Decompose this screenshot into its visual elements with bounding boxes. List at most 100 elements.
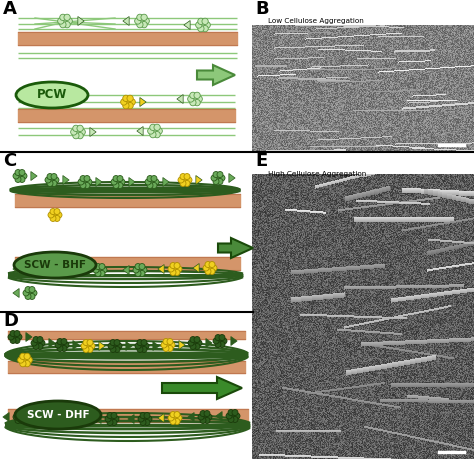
Circle shape	[50, 215, 56, 221]
Circle shape	[140, 413, 146, 419]
Circle shape	[144, 420, 150, 425]
Circle shape	[29, 293, 35, 299]
Circle shape	[205, 262, 211, 268]
Circle shape	[168, 415, 174, 421]
Circle shape	[137, 267, 143, 273]
Circle shape	[161, 342, 167, 348]
Polygon shape	[231, 336, 237, 346]
Circle shape	[14, 330, 20, 336]
Circle shape	[51, 180, 57, 186]
Circle shape	[12, 334, 18, 340]
Circle shape	[141, 347, 147, 353]
FancyArrow shape	[197, 65, 235, 85]
Circle shape	[139, 270, 145, 276]
Circle shape	[194, 100, 200, 106]
Circle shape	[184, 174, 190, 179]
Polygon shape	[90, 128, 96, 136]
Circle shape	[105, 416, 111, 422]
Circle shape	[168, 266, 174, 272]
Circle shape	[174, 263, 180, 269]
Circle shape	[112, 343, 118, 349]
Circle shape	[190, 92, 196, 99]
Circle shape	[205, 269, 211, 274]
Circle shape	[82, 179, 88, 185]
Circle shape	[19, 410, 25, 416]
Polygon shape	[163, 178, 169, 186]
Circle shape	[47, 174, 53, 179]
Circle shape	[101, 267, 107, 273]
Circle shape	[33, 99, 39, 105]
Circle shape	[56, 212, 62, 218]
Circle shape	[178, 177, 184, 183]
Circle shape	[17, 414, 23, 420]
Circle shape	[29, 263, 35, 269]
FancyArrow shape	[162, 377, 242, 399]
Circle shape	[37, 343, 43, 349]
Circle shape	[113, 416, 119, 422]
Polygon shape	[158, 414, 164, 422]
Circle shape	[115, 179, 121, 185]
Circle shape	[75, 129, 81, 135]
Polygon shape	[206, 338, 212, 347]
Circle shape	[139, 263, 145, 269]
Polygon shape	[13, 264, 19, 274]
Circle shape	[188, 96, 194, 102]
Polygon shape	[140, 97, 146, 106]
Circle shape	[59, 342, 65, 348]
Circle shape	[202, 26, 208, 32]
Circle shape	[99, 270, 105, 276]
Circle shape	[35, 340, 41, 346]
Circle shape	[213, 338, 219, 344]
Circle shape	[153, 179, 159, 185]
Circle shape	[213, 179, 219, 185]
Circle shape	[209, 262, 215, 268]
Circle shape	[39, 340, 45, 346]
Circle shape	[114, 340, 120, 346]
Text: E: E	[255, 152, 267, 170]
Circle shape	[170, 263, 176, 269]
Circle shape	[232, 409, 238, 415]
Circle shape	[114, 347, 120, 353]
Circle shape	[125, 99, 131, 105]
Circle shape	[77, 133, 83, 139]
Circle shape	[176, 415, 182, 421]
Circle shape	[219, 341, 225, 347]
Circle shape	[138, 416, 144, 422]
Circle shape	[198, 18, 204, 24]
Circle shape	[110, 340, 116, 346]
Circle shape	[228, 409, 234, 415]
Circle shape	[203, 265, 209, 271]
Circle shape	[135, 263, 141, 269]
Polygon shape	[78, 17, 84, 26]
Circle shape	[23, 266, 29, 272]
Circle shape	[83, 347, 89, 353]
Polygon shape	[13, 289, 19, 297]
Circle shape	[196, 22, 202, 28]
Polygon shape	[99, 341, 105, 351]
Circle shape	[25, 263, 31, 269]
Circle shape	[79, 413, 85, 419]
Circle shape	[192, 340, 198, 346]
Circle shape	[190, 100, 196, 106]
Polygon shape	[63, 175, 69, 185]
Circle shape	[194, 343, 200, 349]
Circle shape	[22, 357, 28, 363]
Circle shape	[108, 343, 114, 349]
Circle shape	[141, 14, 147, 21]
Circle shape	[163, 346, 169, 352]
Circle shape	[23, 290, 29, 296]
Polygon shape	[49, 338, 55, 347]
Circle shape	[146, 416, 152, 422]
Circle shape	[180, 180, 186, 186]
Circle shape	[10, 337, 16, 343]
FancyArrow shape	[218, 238, 253, 258]
Polygon shape	[193, 263, 199, 273]
Circle shape	[64, 270, 70, 276]
Text: B: B	[255, 0, 269, 18]
Ellipse shape	[15, 401, 101, 429]
Circle shape	[64, 22, 70, 28]
Circle shape	[170, 412, 176, 418]
Circle shape	[51, 415, 57, 421]
Circle shape	[15, 418, 21, 424]
Polygon shape	[196, 175, 202, 185]
